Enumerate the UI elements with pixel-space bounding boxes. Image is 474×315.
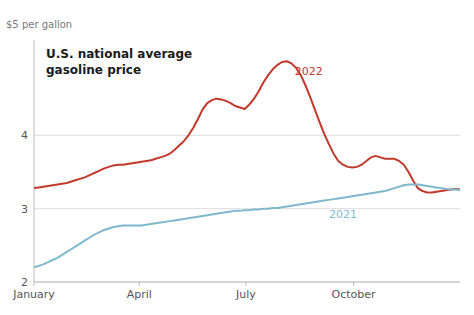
x-axis-line [34, 282, 460, 283]
title-line: U.S. national average [46, 47, 192, 61]
x-tick [245, 282, 246, 286]
grid-line [34, 282, 460, 283]
y-axis-line [34, 40, 35, 282]
plot-area [34, 61, 460, 267]
x-tick [34, 282, 35, 286]
series-label: 2022 [295, 65, 323, 78]
title: U.S. national average gasoline price [46, 47, 192, 77]
series-label: 2021 [329, 208, 357, 221]
grid-line [34, 208, 460, 209]
series-line [34, 61, 460, 192]
y-label: $5 per gallon [6, 19, 72, 30]
y-tick-label: 4 [21, 129, 28, 142]
y-tick-label: 3 [21, 203, 28, 216]
x-tick [353, 282, 354, 286]
x-tick-label: October [331, 288, 375, 301]
chart: 234JanuaryAprilJulyOctober20222021U.S. n… [0, 0, 474, 315]
x-tick [139, 282, 140, 286]
x-tick-label: January [12, 288, 55, 301]
series-line [34, 184, 460, 267]
x-tick-label: April [127, 288, 152, 301]
grid-line [34, 135, 460, 136]
background [0, 0, 474, 315]
x-tick-label: July [235, 288, 256, 301]
title-line: gasoline price [46, 63, 141, 77]
